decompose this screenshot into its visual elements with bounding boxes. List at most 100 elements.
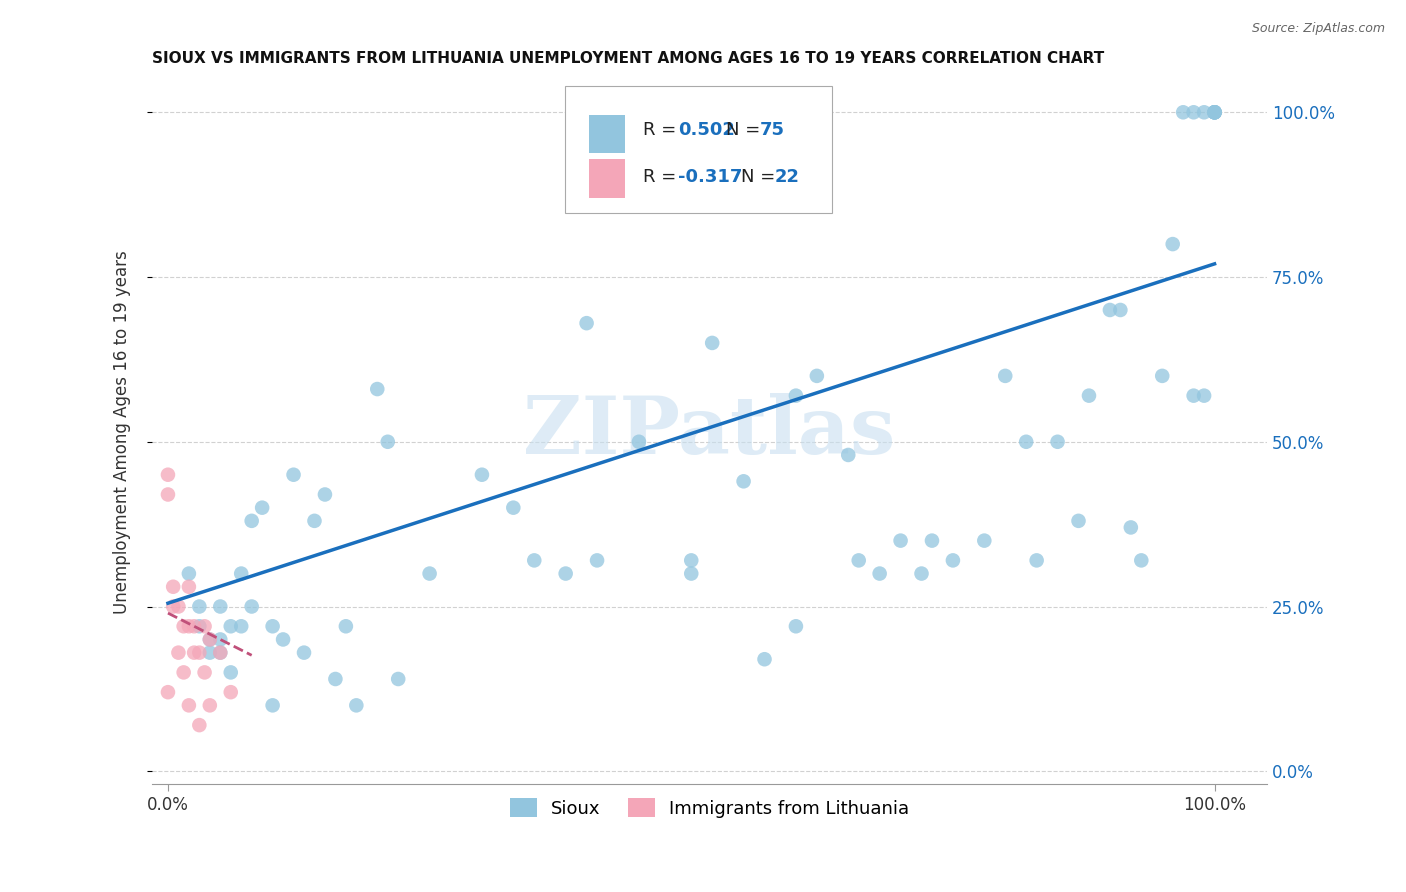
Point [344, 698, 367, 713]
Point [1046, 434, 1069, 449]
Point [681, 566, 703, 581]
Point [471, 467, 494, 482]
Point [271, 632, 294, 647]
Text: SIOUX VS IMMIGRANTS FROM LITHUANIA UNEMPLOYMENT AMONG AGES 16 TO 19 YEARS CORREL: SIOUX VS IMMIGRANTS FROM LITHUANIA UNEMP… [152, 51, 1105, 66]
Point [785, 389, 807, 403]
Point [994, 368, 1017, 383]
Point [198, 646, 221, 660]
FancyBboxPatch shape [589, 159, 624, 198]
Point [837, 448, 859, 462]
Point [1078, 389, 1101, 403]
Text: N =: N = [741, 168, 780, 186]
Point [554, 566, 576, 581]
Point [419, 566, 441, 581]
FancyBboxPatch shape [565, 87, 832, 213]
Point [377, 434, 399, 449]
Point [209, 632, 232, 647]
Point [177, 580, 200, 594]
Point [1173, 105, 1195, 120]
Point [523, 553, 546, 567]
Point [335, 619, 357, 633]
Point [1098, 303, 1121, 318]
Point [314, 487, 336, 501]
Point [198, 632, 221, 647]
Point [387, 672, 409, 686]
Point [188, 718, 211, 732]
Point [188, 619, 211, 633]
Point [586, 553, 609, 567]
Point [1204, 105, 1226, 120]
Point [194, 665, 217, 680]
Point [262, 698, 284, 713]
Point [209, 646, 232, 660]
Point [575, 316, 598, 330]
Point [162, 580, 184, 594]
Text: 75: 75 [759, 121, 785, 139]
Point [240, 514, 263, 528]
Point [1204, 105, 1226, 120]
Point [733, 475, 755, 489]
Text: N =: N = [727, 121, 766, 139]
Point [1204, 105, 1226, 120]
Point [806, 368, 828, 383]
Point [304, 514, 326, 528]
Point [198, 632, 221, 647]
Point [231, 619, 253, 633]
Point [173, 665, 195, 680]
Point [627, 434, 650, 449]
Text: R =: R = [643, 168, 682, 186]
Point [162, 599, 184, 614]
Point [1130, 553, 1153, 567]
Point [1192, 389, 1215, 403]
Point [177, 619, 200, 633]
Point [194, 619, 217, 633]
Point [702, 335, 724, 350]
Legend: Sioux, Immigrants from Lithuania: Sioux, Immigrants from Lithuania [502, 791, 917, 825]
Point [250, 500, 273, 515]
Point [1204, 105, 1226, 120]
Point [1119, 520, 1142, 534]
Point [1204, 105, 1226, 120]
Point [869, 566, 891, 581]
Point [366, 382, 388, 396]
Point [681, 553, 703, 567]
Point [177, 698, 200, 713]
Point [1152, 368, 1174, 383]
Point [219, 619, 242, 633]
Point [754, 652, 776, 666]
Point [219, 685, 242, 699]
Point [156, 467, 179, 482]
Point [198, 698, 221, 713]
Point [848, 553, 870, 567]
Point [188, 646, 211, 660]
Point [973, 533, 995, 548]
Point [209, 599, 232, 614]
Point [183, 646, 205, 660]
Point [785, 619, 807, 633]
Point [167, 599, 190, 614]
Point [1015, 434, 1038, 449]
Point [921, 533, 943, 548]
Point [1204, 105, 1226, 120]
Point [942, 553, 965, 567]
Point [890, 533, 912, 548]
Point [1192, 105, 1215, 120]
Point [209, 646, 232, 660]
Point [240, 599, 263, 614]
Point [262, 619, 284, 633]
Point [1182, 105, 1205, 120]
Point [325, 672, 347, 686]
Text: ZIPatlas: ZIPatlas [523, 392, 896, 471]
Point [1161, 237, 1184, 252]
Point [219, 665, 242, 680]
Point [183, 619, 205, 633]
Text: 0.502: 0.502 [678, 121, 735, 139]
Point [292, 646, 315, 660]
Point [1182, 389, 1205, 403]
Text: 22: 22 [775, 168, 799, 186]
Point [502, 500, 524, 515]
Text: -0.317: -0.317 [678, 168, 742, 186]
Point [1109, 303, 1132, 318]
Text: Source: ZipAtlas.com: Source: ZipAtlas.com [1251, 22, 1385, 36]
Point [910, 566, 932, 581]
